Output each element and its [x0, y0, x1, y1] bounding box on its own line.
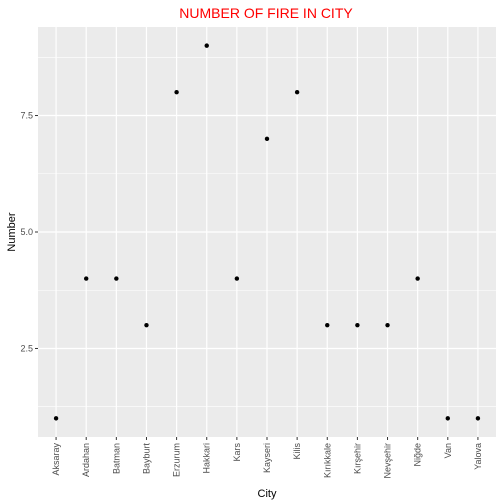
y-tick-label: 5.0 — [20, 227, 33, 237]
data-point — [355, 322, 360, 328]
y-axis-title: Number — [6, 212, 18, 251]
data-point — [234, 276, 240, 281]
data-point — [174, 90, 179, 95]
grid-major — [38, 27, 496, 437]
x-tick-label: Kayseri — [262, 443, 272, 473]
data-point — [204, 43, 209, 48]
x-tick-label: Kırıkkale — [322, 443, 332, 478]
data-point — [114, 276, 119, 281]
y-tick-label: 7.5 — [20, 111, 33, 121]
x-axis-ticks: Aksaray Ardahan Batman Bayburt Erzurum Hakkar… — [51, 437, 483, 479]
x-tick-label: Yalova — [473, 443, 483, 470]
data-point — [53, 416, 59, 421]
y-axis-ticks: 2.5 5.0 7.5 — [20, 111, 38, 353]
x-tick-label: Van — [443, 443, 453, 458]
x-tick-label: Ardahan — [81, 443, 91, 477]
data-point — [84, 276, 89, 281]
data-point — [294, 90, 300, 95]
x-tick-label: Hakkari — [202, 443, 212, 474]
data-point — [385, 322, 390, 328]
data-points — [53, 43, 481, 421]
x-axis-title: City — [258, 488, 277, 500]
x-tick-label: Kars — [232, 443, 242, 462]
x-tick-label: Bayburt — [141, 443, 151, 475]
chart-title: NUMBER OF FIRE IN CITY — [179, 5, 353, 21]
data-point — [475, 416, 481, 421]
x-tick-label: Erzurum — [172, 443, 182, 477]
x-tick-label: Kırşehir — [352, 443, 362, 474]
data-point — [325, 322, 330, 328]
data-point — [264, 136, 270, 142]
data-point — [144, 322, 149, 328]
y-tick-label: 2.5 — [20, 343, 33, 353]
x-tick-label: Kilis — [292, 443, 302, 460]
x-tick-label: Nevşehir — [383, 443, 393, 479]
x-tick-label: Batman — [111, 443, 121, 474]
data-point — [415, 276, 420, 281]
data-point — [445, 416, 450, 421]
x-tick-label: Niğde — [413, 443, 423, 467]
x-tick-label: Aksaray — [51, 443, 61, 476]
